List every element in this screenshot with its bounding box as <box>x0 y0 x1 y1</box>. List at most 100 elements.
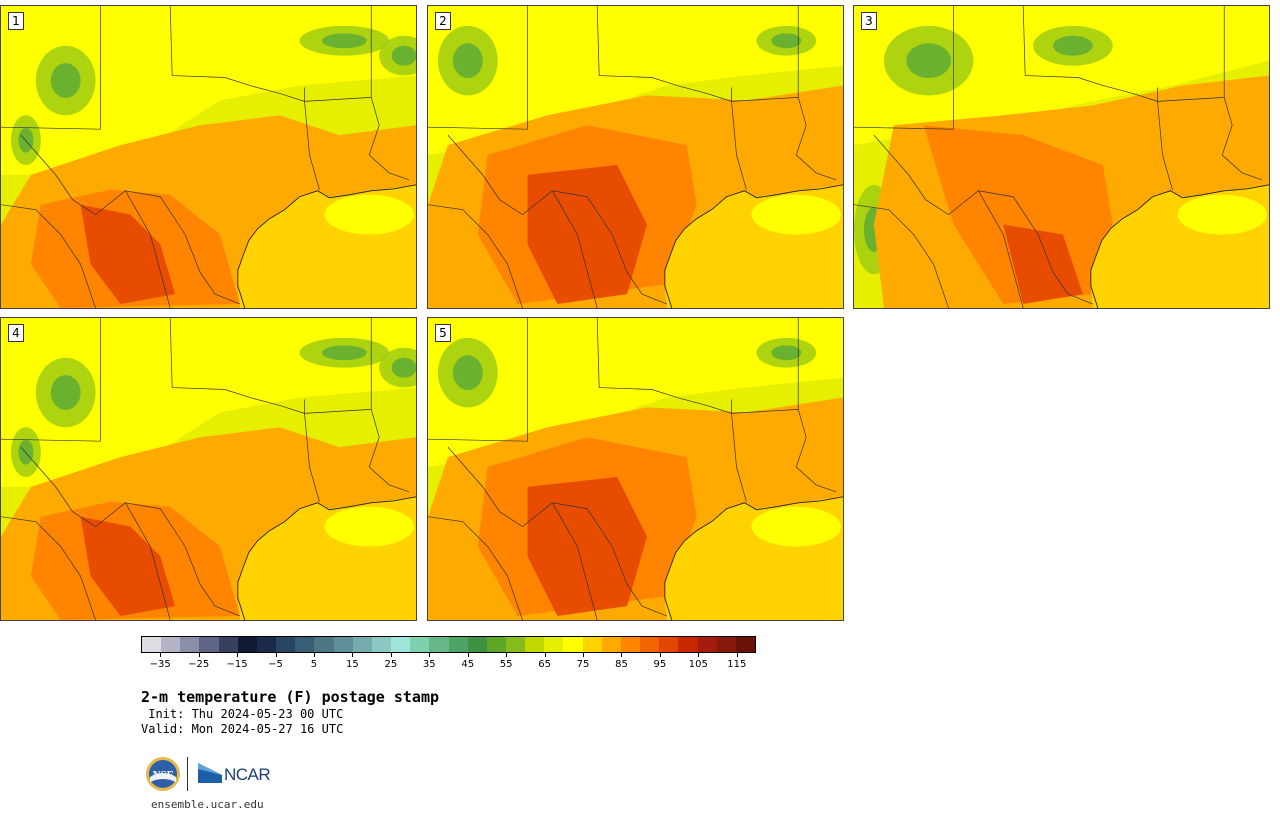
gulf-cool-area <box>751 194 842 235</box>
coldest-area <box>50 375 81 410</box>
colorbar-swatch <box>237 637 257 652</box>
colorbar-tick-mark <box>313 653 315 657</box>
logo-divider <box>187 757 188 791</box>
colorbar-tick-label: 25 <box>384 659 398 670</box>
colorbar-tick-mark <box>390 653 392 657</box>
colorbar-swatch <box>142 637 162 652</box>
colorbar-tick-label: 85 <box>615 659 628 670</box>
ncar-logo-mark <box>198 763 222 783</box>
colorbar-tick-label: 115 <box>727 659 747 670</box>
state-border <box>447 134 667 305</box>
sponsor-logos: NSF NCAR <box>145 755 275 795</box>
coastline <box>237 184 416 308</box>
colorbar-swatch <box>161 637 181 652</box>
coldest-area <box>18 439 34 465</box>
colorbar-tick-label: 35 <box>422 659 436 670</box>
coldest-area <box>906 43 952 79</box>
website-url: ensemble.ucar.edu <box>151 798 264 811</box>
temperature-map <box>1 6 416 308</box>
state-border <box>428 516 523 620</box>
state-border <box>428 318 528 442</box>
colorbar-tick-mark <box>467 653 469 657</box>
coldest-area <box>771 33 802 49</box>
colorbar-swatch <box>716 637 736 652</box>
state-border <box>1 6 101 130</box>
valid-time: Valid: Mon 2024-05-27 16 UTC <box>141 722 344 736</box>
colorbar-tick-label: 75 <box>576 659 590 670</box>
coastline <box>664 184 843 308</box>
coldest-area <box>771 345 802 361</box>
init-time: Init: Thu 2024-05-23 00 UTC <box>141 707 344 721</box>
gulf-cool-area <box>751 506 842 547</box>
colorbar-tick-mark <box>736 653 738 657</box>
colorbar-ticks: −35 −25 −15 −5 5 15 25 35 45 55 65 75 85 95 105 115 <box>141 653 756 673</box>
colorbar-swatch <box>601 637 621 652</box>
coldest-area <box>452 355 483 391</box>
state-border <box>428 204 523 308</box>
colorbar-swatch <box>582 637 602 652</box>
colorbar-swatch <box>544 637 564 652</box>
colorbar-tick-mark <box>583 653 585 657</box>
colorbar-tick-label: 95 <box>653 659 667 670</box>
colorbar-swatch <box>486 637 506 652</box>
colorbar-swatch <box>352 637 372 652</box>
colorbar-tick-mark <box>429 653 431 657</box>
colorbar-tick-mark <box>237 653 239 657</box>
colorbar-swatch <box>467 637 487 652</box>
colorbar-tick-label: −15 <box>226 659 248 670</box>
state-border <box>795 97 837 181</box>
colorbar-swatch <box>525 637 545 652</box>
member-label: 2 <box>435 12 451 30</box>
member-label: 3 <box>861 12 877 30</box>
state-border <box>368 97 410 181</box>
colorbar-tick-mark <box>544 653 546 657</box>
state-border <box>125 502 171 620</box>
state-border <box>731 101 747 190</box>
coldest-area <box>321 345 367 361</box>
member-label: 1 <box>8 12 24 30</box>
colorbar-swatch <box>180 637 200 652</box>
colorbar-swatch <box>295 637 315 652</box>
colorbar-tick-label: 55 <box>499 659 513 670</box>
state-border <box>20 446 240 617</box>
colorbar-tick-mark <box>659 653 661 657</box>
temperature-colorbar <box>141 636 756 653</box>
colorbar-swatch <box>256 637 277 652</box>
coldest-area <box>18 127 34 153</box>
colorbar-tick-label: 45 <box>461 659 475 670</box>
temperature-map <box>1 318 416 620</box>
coastline <box>237 496 416 620</box>
gulf-cool-area <box>324 506 415 547</box>
colorbar-tick-mark <box>160 653 162 657</box>
colorbar-tick-mark <box>198 653 200 657</box>
state-border <box>731 413 747 502</box>
colorbar-swatch <box>410 637 430 652</box>
coastline <box>664 496 843 620</box>
state-border <box>873 134 1093 305</box>
coldest-area <box>321 33 367 49</box>
colorbar-tick-mark <box>621 653 623 657</box>
colorbar-swatch <box>659 637 679 652</box>
colorbar-swatch <box>333 637 353 652</box>
state-border <box>1022 6 1158 102</box>
state-border <box>1157 101 1173 190</box>
colorbar-swatch <box>678 637 698 652</box>
state-border <box>552 502 598 620</box>
ensemble-member-map-3: 3 <box>853 5 1270 309</box>
hottest-region <box>80 516 176 617</box>
colorbar-tick-mark <box>698 653 700 657</box>
state-border <box>20 134 240 305</box>
state-border <box>854 6 954 130</box>
colorbar-swatch <box>448 637 468 652</box>
ensemble-member-map-4: 4 <box>0 317 417 621</box>
colorbar-tick-mark <box>352 653 354 657</box>
colorbar-swatch <box>391 637 411 652</box>
product-title: 2-m temperature (F) postage stamp <box>141 688 440 706</box>
colorbar-tick-label: −25 <box>188 659 210 670</box>
colorbar-tick-label: 105 <box>688 659 708 670</box>
temperature-map <box>428 318 843 620</box>
colorbar-swatch <box>314 637 334 652</box>
coldest-area <box>452 43 483 79</box>
state-border <box>552 190 598 308</box>
hottest-region <box>1003 224 1083 305</box>
